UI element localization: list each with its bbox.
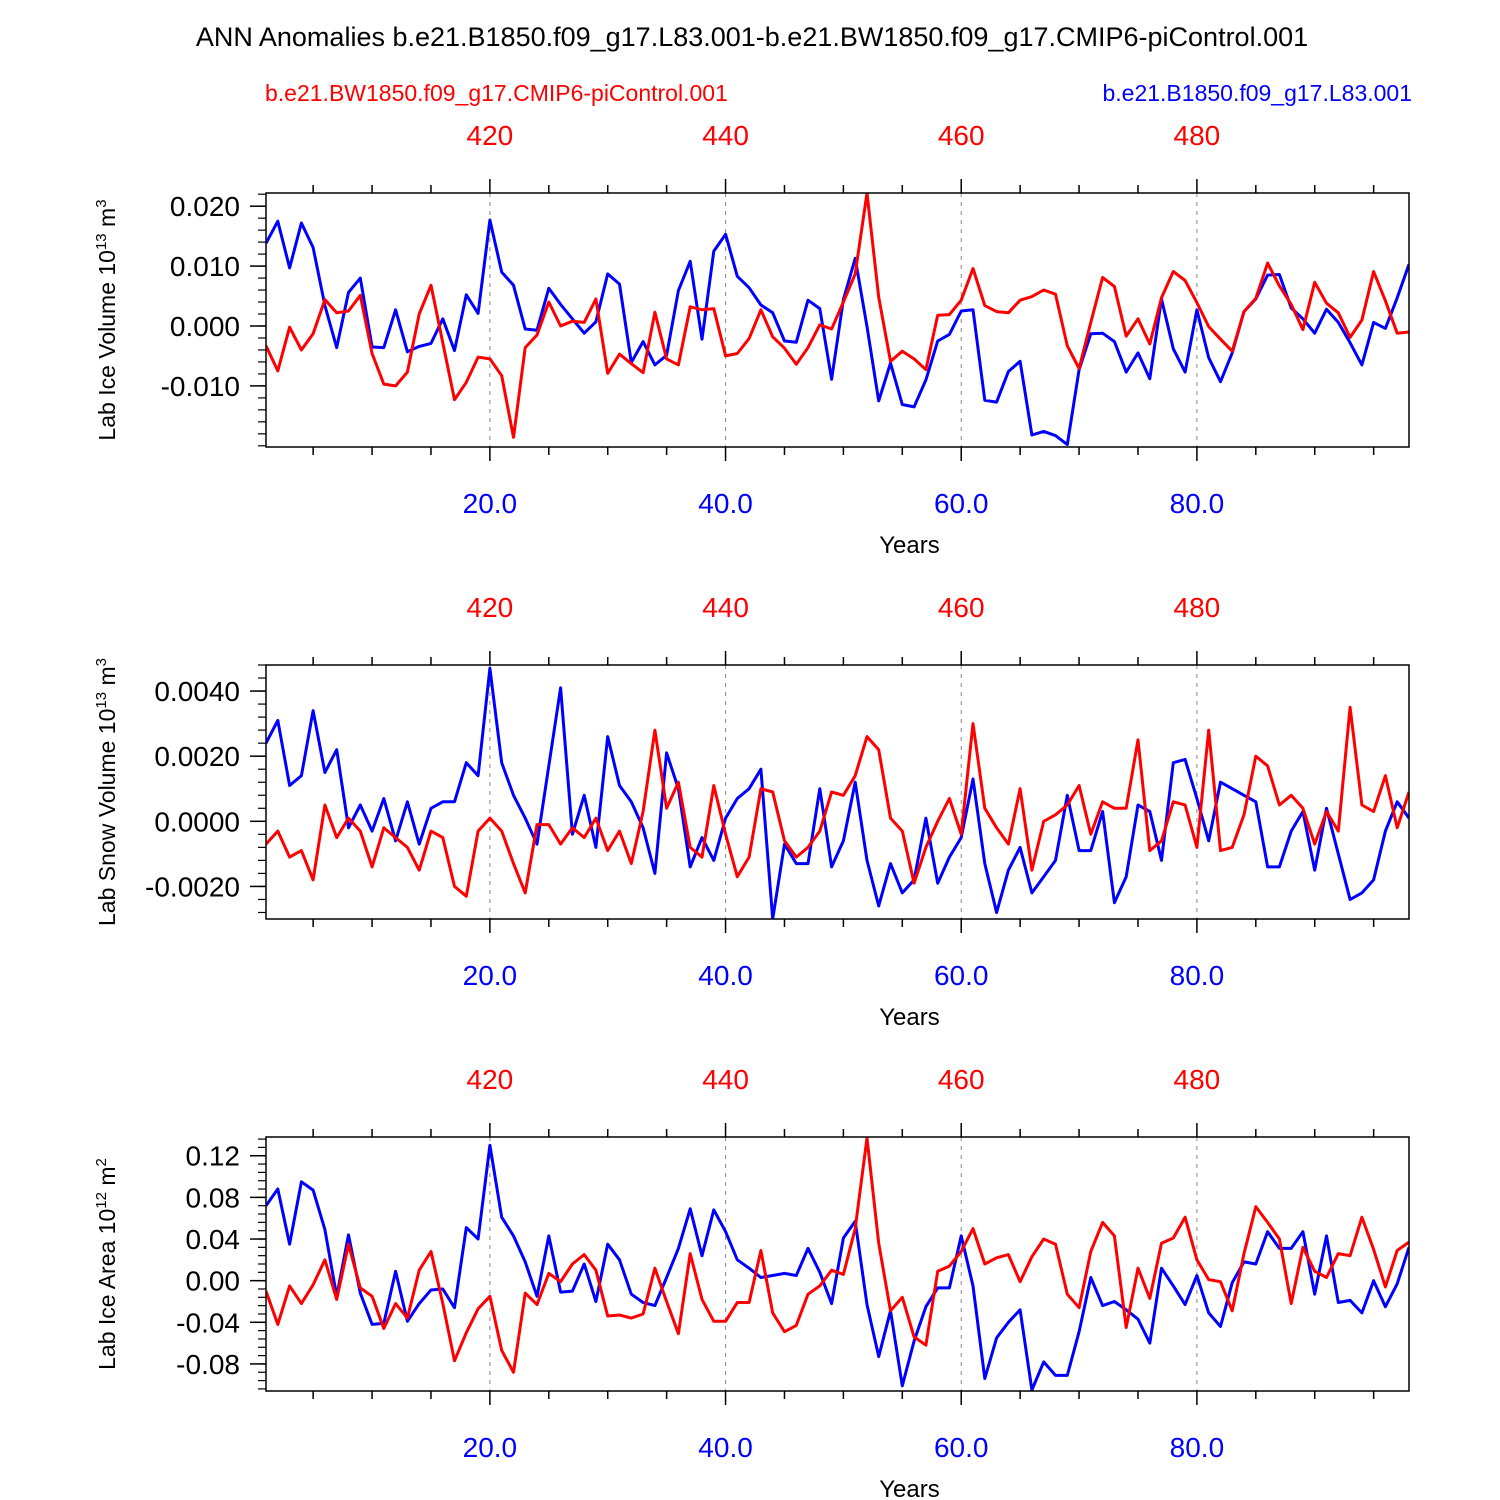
- y-tick-label: 0.12: [186, 1141, 241, 1172]
- top-tick-label: 460: [938, 1064, 985, 1095]
- case-label-blue: b.e21.B1850.f09_g17.L83.001: [1102, 80, 1412, 106]
- y-tick-label: -0.0020: [145, 871, 240, 902]
- figure-title: ANN Anomalies b.e21.B1850.f09_g17.L83.00…: [196, 22, 1308, 52]
- y-tick-label: -0.010: [161, 371, 240, 402]
- y-tick-label: 0.0020: [154, 741, 240, 772]
- series-line-blue: [266, 666, 1409, 919]
- series-line-blue: [266, 1143, 1409, 1391]
- top-tick-label: 460: [938, 120, 985, 151]
- series-line-red: [266, 193, 1409, 439]
- bottom-tick-label: 60.0: [934, 960, 989, 991]
- y-tick-label: 0.0040: [154, 676, 240, 707]
- plot-frame: [265, 1136, 1410, 1392]
- y-tick-label: 0.00: [186, 1266, 241, 1297]
- top-tick-label: 440: [702, 1064, 749, 1095]
- top-tick-label: 420: [467, 592, 514, 623]
- plot-frame: [265, 192, 1410, 448]
- y-tick-label: 0.000: [170, 311, 240, 342]
- series-line-blue: [266, 218, 1409, 447]
- panels: 420 440 460 480 20.0 40.0 60.0 80.0 Years 0.020 0.…: [93, 120, 1410, 1500]
- bottom-tick-label: 40.0: [698, 488, 753, 519]
- bottom-tick-label: 20.0: [463, 1432, 518, 1463]
- bottom-tick-label: 80.0: [1170, 488, 1225, 519]
- bottom-tick-label: 80.0: [1170, 1432, 1225, 1463]
- bottom-tick-label: 60.0: [934, 488, 989, 519]
- x-axis-label: Years: [879, 1004, 940, 1031]
- y-tick-label: -0.04: [176, 1307, 240, 1338]
- y-axis-label: Lab Ice Area 1012 m2: [93, 1158, 120, 1370]
- top-tick-label: 480: [1174, 1064, 1221, 1095]
- case-label-red: b.e21.BW1850.f09_g17.CMIP6-piControl.001: [265, 80, 728, 106]
- y-axis-label: Lab Ice Volume 1013 m3: [93, 199, 120, 440]
- x-axis-label: Years: [879, 1476, 940, 1500]
- top-tick-label: 480: [1174, 120, 1221, 151]
- top-tick-label: 440: [702, 592, 749, 623]
- top-tick-label: 480: [1174, 592, 1221, 623]
- y-axis-label: Lab Snow Volume 1013 m3: [93, 658, 120, 926]
- y-tick-label: 0.08: [186, 1182, 241, 1213]
- bottom-tick-label: 40.0: [698, 1432, 753, 1463]
- top-tick-label: 440: [702, 120, 749, 151]
- plot-frame: [265, 664, 1410, 920]
- y-tick-label: 0.020: [170, 191, 240, 222]
- top-tick-label: 420: [467, 120, 514, 151]
- bottom-tick-label: 60.0: [934, 1432, 989, 1463]
- panel-2: 420 440 460 480 20.0 40.0 60.0 80.0 Years 0.0040 0…: [93, 592, 1410, 1031]
- top-tick-label: 420: [467, 1064, 514, 1095]
- y-tick-label: 0.010: [170, 251, 240, 282]
- bottom-tick-label: 40.0: [698, 960, 753, 991]
- y-tick-label: -0.08: [176, 1349, 240, 1380]
- series-line-red: [266, 705, 1409, 898]
- x-axis-label: Years: [879, 532, 940, 559]
- panel-1: 420 440 460 480 20.0 40.0 60.0 80.0 Years 0.020 0.…: [93, 120, 1410, 559]
- series-line-red: [266, 1137, 1409, 1374]
- y-tick-label: 0.04: [186, 1224, 241, 1255]
- y-tick-label: 0.0000: [154, 806, 240, 837]
- panel-3: 420 440 460 480 20.0 40.0 60.0 80.0 Years 0.12 0.0…: [93, 1064, 1410, 1500]
- bottom-tick-label: 20.0: [463, 960, 518, 991]
- bottom-tick-label: 80.0: [1170, 960, 1225, 991]
- top-tick-label: 460: [938, 592, 985, 623]
- bottom-tick-label: 20.0: [463, 488, 518, 519]
